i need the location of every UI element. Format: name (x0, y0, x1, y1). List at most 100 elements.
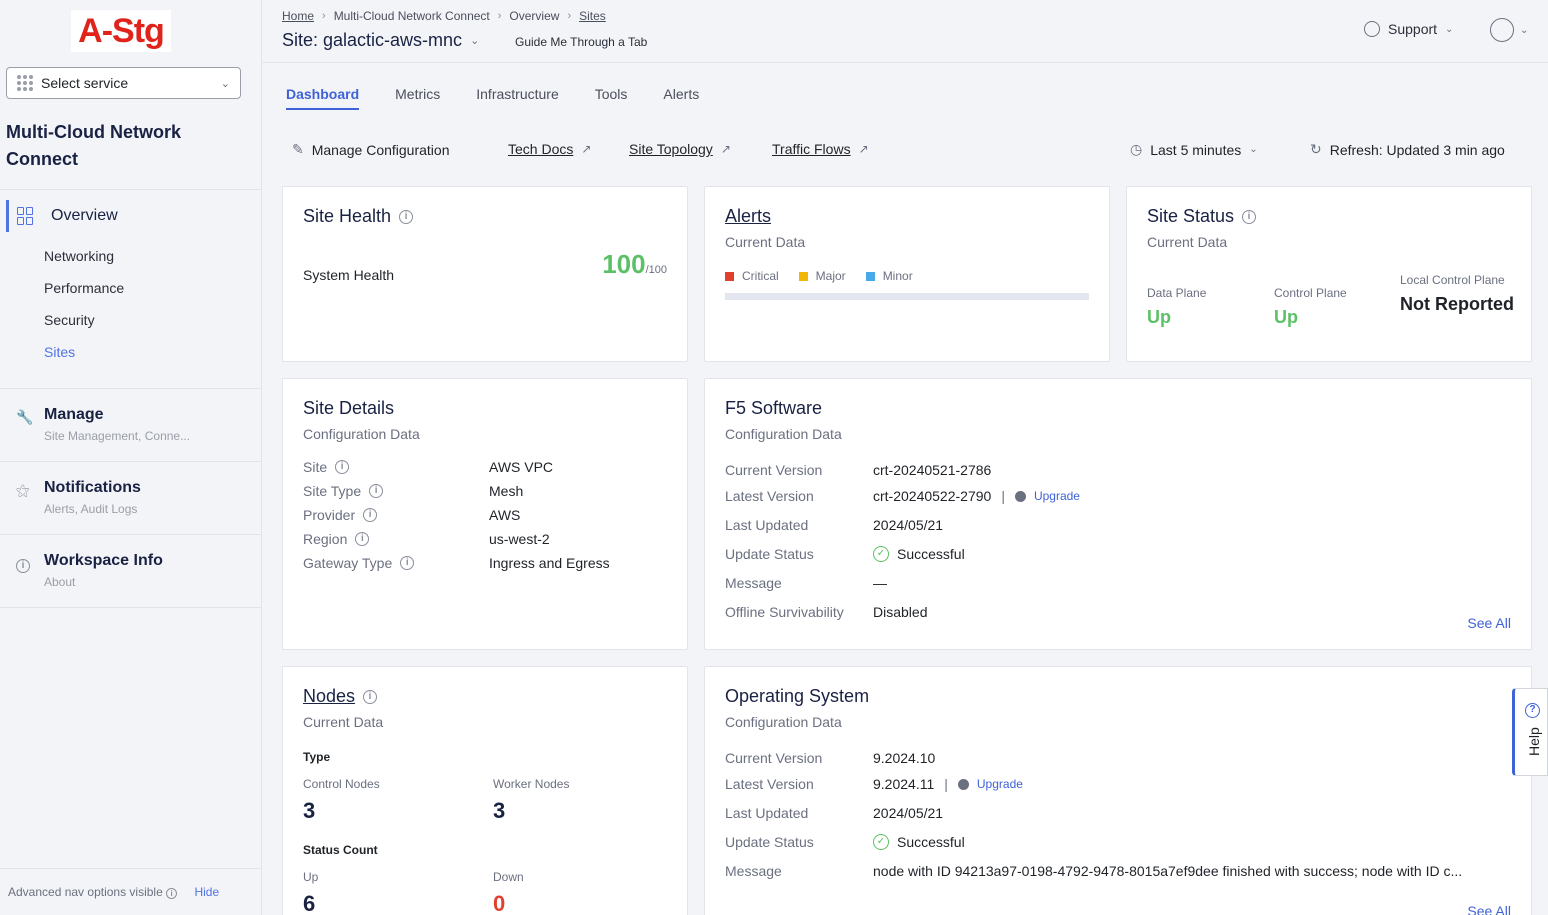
tab-metrics[interactable]: Metrics (395, 86, 441, 102)
group-subtitle: Alerts, Audit Logs (44, 502, 138, 516)
site-selector[interactable]: Site: galactic-aws-mnc ⌄ (282, 30, 479, 51)
alerts-bar (725, 293, 1089, 300)
lock-icon (957, 778, 969, 790)
pencil-icon: ✎ (292, 141, 304, 157)
upgrade-button[interactable]: Upgrade (957, 777, 1023, 791)
card-title: Operating System (725, 686, 870, 706)
nodes-card: Nodes i Current Data Type Control Nodes … (282, 666, 688, 915)
row-key: Last Updated (725, 517, 809, 533)
sidebar-item-networking[interactable]: Networking (44, 248, 115, 264)
health-value: 100 (602, 249, 646, 279)
nodes-title-link[interactable]: Nodes (303, 686, 356, 706)
breadcrumb-sites[interactable]: Sites (579, 9, 606, 23)
status-label: Local Control Plane (1400, 273, 1505, 287)
divider (0, 534, 261, 535)
check-circle-icon: ✓ (873, 546, 889, 562)
select-service-dropdown[interactable]: Select service ⌄ (6, 67, 241, 99)
lifebuoy-icon (1364, 21, 1380, 37)
row-value: Disabled (873, 604, 928, 620)
row-key: Region (303, 531, 348, 547)
advanced-nav-text: Advanced nav options visible (8, 885, 163, 899)
manage-configuration-button[interactable]: ✎ Manage Configuration (292, 141, 450, 158)
chevron-right-icon: › (322, 10, 326, 22)
f5-software-card: F5 Software Configuration Data Current V… (704, 378, 1532, 650)
divider (0, 868, 261, 869)
info-icon[interactable]: i (1242, 209, 1257, 224)
row-key: Message (725, 575, 782, 591)
sidebar-item-security[interactable]: Security (44, 312, 95, 328)
info-icon[interactable]: i (400, 556, 415, 570)
traffic-flows-link[interactable]: Traffic Flows ↗ (772, 141, 869, 157)
site-topology-link[interactable]: Site Topology ↗ (629, 141, 731, 157)
chevron-down-icon: ⌄ (1445, 23, 1454, 35)
site-health-title: Site Health (303, 206, 392, 226)
control-nodes-count: 3 (303, 798, 316, 823)
breadcrumb-home[interactable]: Home (282, 9, 315, 23)
upgrade-button[interactable]: Upgrade (1014, 489, 1080, 503)
row-key: Latest Version (725, 776, 814, 792)
tech-docs-link[interactable]: Tech Docs ↗ (508, 141, 591, 157)
group-title: Workspace Info (44, 552, 163, 569)
clock-icon: ◷ (1130, 141, 1143, 157)
row-value: 2024/05/21 (873, 805, 944, 821)
tab-infrastructure[interactable]: Infrastructure (476, 86, 559, 102)
row-key: Current Version (725, 462, 823, 478)
tenant-logo[interactable]: A-Stg (71, 10, 171, 52)
down-label: Down (493, 870, 524, 884)
legend-critical: Critical (725, 269, 779, 283)
alerts-title-link[interactable]: Alerts (725, 206, 772, 226)
refresh-button[interactable]: ↻ Refresh: Updated 3 min ago (1310, 141, 1505, 158)
traffic-flows-label: Traffic Flows (772, 141, 851, 157)
group-subtitle: Site Management, Conne... (44, 429, 191, 443)
upgrade-label: Upgrade (1033, 489, 1080, 503)
card-title: Site Health i (303, 206, 414, 227)
tab-dashboard[interactable]: Dashboard (286, 86, 360, 110)
group-title: Manage (44, 406, 104, 423)
user-menu[interactable]: ⌄ (1490, 18, 1528, 42)
status-count-heading: Status Count (303, 843, 378, 857)
row-value: — (873, 575, 887, 591)
hide-link[interactable]: Hide (194, 885, 220, 899)
row-value: 9.2024.10 (873, 750, 936, 766)
info-icon[interactable]: i (399, 209, 414, 224)
card-title: F5 Software (725, 398, 823, 418)
health-max: /100 (645, 264, 667, 276)
divider (0, 607, 261, 608)
status-value: Up (1147, 307, 1171, 327)
sidebar-group-manage[interactable]: 🔧 Manage Site Management, Conne... (0, 406, 261, 446)
sidebar-group-notifications[interactable]: ⚝ Notifications Alerts, Audit Logs (0, 479, 261, 519)
time-range-selector[interactable]: ◷ Last 5 minutes ⌄ (1130, 141, 1258, 158)
sidebar-group-workspace-info[interactable]: i Workspace Info About (0, 552, 261, 592)
see-all-link[interactable]: See All (1467, 903, 1511, 915)
apps-grid-icon (17, 75, 33, 91)
info-icon[interactable]: i (355, 532, 370, 546)
sidebar-item-overview[interactable]: Overview (6, 200, 261, 232)
help-tab[interactable]: ? Help (1512, 688, 1548, 776)
sidebar-item-sites[interactable]: Sites (44, 344, 76, 360)
info-icon[interactable]: i (369, 484, 384, 498)
time-range-label: Last 5 minutes (1150, 141, 1242, 158)
row-key: Latest Version (725, 488, 814, 504)
info-icon[interactable]: i (363, 508, 378, 522)
status-value: Not Reported (1400, 294, 1514, 314)
info-icon[interactable]: i (335, 460, 350, 474)
system-health-label: System Health (303, 267, 395, 283)
see-all-link[interactable]: See All (1467, 615, 1511, 631)
refresh-label: Refresh: Updated 3 min ago (1329, 141, 1505, 158)
status-label: Data Plane (1147, 286, 1207, 300)
support-menu[interactable]: Support ⌄ (1364, 21, 1453, 37)
type-heading: Type (303, 750, 331, 764)
site-details-card: Site Details Configuration Data Site i AWS… (282, 378, 688, 650)
worker-nodes-label: Worker Nodes (493, 777, 570, 791)
tab-tools[interactable]: Tools (594, 86, 628, 102)
group-subtitle: About (44, 575, 76, 589)
row-key: Offline Survivability (725, 604, 844, 620)
row-key: Current Version (725, 750, 823, 766)
info-icon[interactable]: i (363, 689, 378, 704)
card-subtitle: Configuration Data (725, 426, 842, 442)
guide-me-link[interactable]: Guide Me Through a Tab (515, 35, 648, 49)
tab-alerts[interactable]: Alerts (663, 86, 700, 102)
card-title: Site Status i (1147, 206, 1257, 227)
sidebar-item-performance[interactable]: Performance (44, 280, 125, 296)
bell-icon: ⚝ (16, 482, 30, 498)
